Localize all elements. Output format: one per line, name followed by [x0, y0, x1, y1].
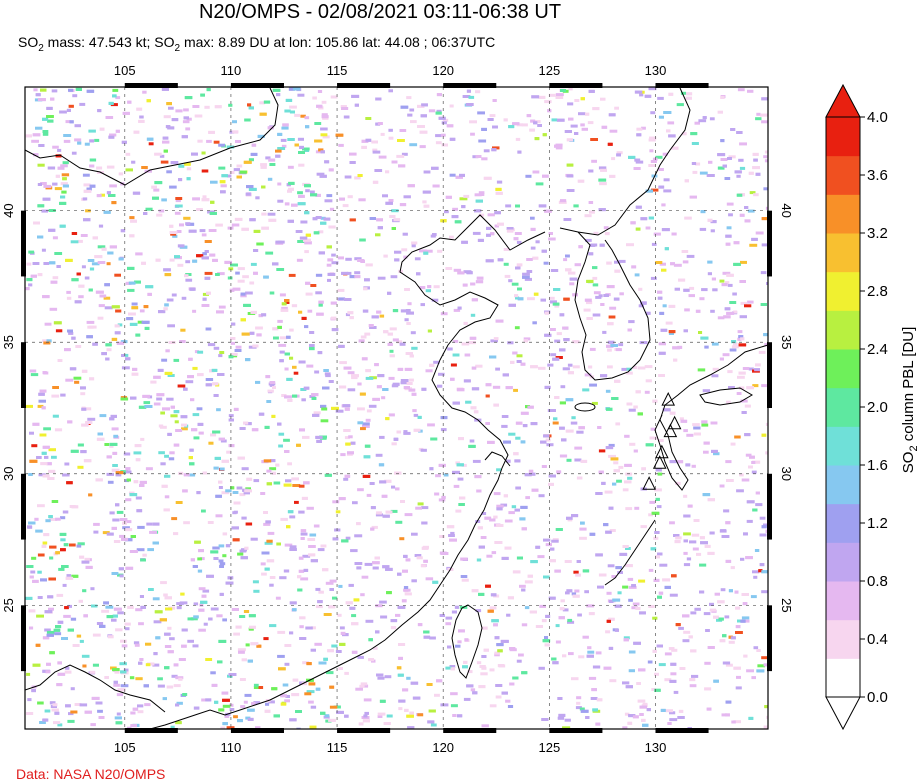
frame-bar-top: [124, 83, 178, 88]
coast-shikoku: [699, 387, 753, 406]
lon-tick-label-bottom: 120: [432, 740, 454, 755]
colorbar-title: SO2 column PBL [DU]: [900, 327, 920, 473]
coast-korea: [574, 231, 651, 381]
coastlines: [25, 87, 768, 729]
coast-japan: [654, 344, 768, 491]
frame-bar-left: [21, 342, 26, 408]
lat-tick-label-right: 40: [779, 203, 794, 217]
colorbar-segment: [826, 233, 860, 273]
volcano-icon: [661, 391, 676, 406]
border-north: [25, 87, 279, 186]
colorbar-tick-label: 3.2: [867, 225, 888, 242]
ryukyu-islands: [604, 519, 656, 586]
frame-bar-left: [21, 210, 26, 277]
lon-tick-label-top: 130: [645, 63, 667, 78]
colorbar-segment: [826, 349, 860, 389]
frame-bar-right: [767, 210, 772, 277]
lon-tick-label-bottom: 115: [327, 740, 348, 755]
volcano-icon: [652, 455, 667, 469]
colorbar-segment: [826, 465, 860, 505]
colorbar-tick-label: 2.0: [867, 399, 888, 416]
lon-tick-label-bottom: 110: [221, 740, 242, 755]
colorbar-segment: [826, 542, 860, 582]
lon-tick-label-top: 120: [432, 63, 454, 78]
colorbar-bottom-arrow: [825, 696, 861, 731]
frame-bar-right: [767, 342, 772, 408]
lat-tick-label-right: 30: [779, 467, 794, 481]
frame-bar-left: [21, 605, 26, 672]
frame-bar-bottom: [549, 728, 603, 733]
page-title: N20/OMPS - 02/08/2021 03:11-06:38 UT: [198, 1, 562, 23]
colorbar-segment: [826, 658, 860, 698]
volcano-icon: [655, 444, 669, 459]
graticule: [25, 87, 768, 729]
volcano-icon: [667, 415, 682, 430]
lat-tick-label-left: 40: [1, 203, 16, 217]
frame-bar-top: [230, 83, 284, 88]
lat-tick-label-left: 30: [1, 467, 16, 481]
coast-taiwan: [451, 604, 483, 679]
lon-tick-label-top: 110: [221, 63, 242, 78]
subtitle: SO2 mass: 47.543 kt; SO2 max: 8.89 DU at…: [18, 34, 496, 54]
colorbar-segment: [826, 581, 860, 621]
frame-bar-right: [767, 473, 772, 540]
colorbar-tick-label: 1.6: [867, 457, 888, 474]
colorbar-segment: [826, 387, 860, 427]
frame-bar-bottom: [124, 728, 178, 733]
colorbar-tick-label: 4.0: [867, 109, 888, 126]
map-border: [24, 86, 769, 730]
lat-tick-label-right: 35: [779, 335, 794, 349]
lat-tick-label-left: 35: [1, 335, 16, 349]
lon-tick-label-top: 105: [114, 63, 136, 78]
coast-bohai: [149, 214, 546, 729]
colorbar-segment: [826, 426, 860, 466]
colorbar-segment: [826, 155, 860, 195]
frame-bar-top: [443, 83, 497, 88]
colorbar-segment: [826, 503, 860, 543]
frame-bar-top: [549, 83, 603, 88]
colorbar-tick-label: 0.8: [867, 573, 888, 590]
colorbar-tick-label: 2.8: [867, 283, 888, 300]
data-credit: Data: NASA N20/OMPS: [16, 766, 166, 782]
frame-bar-top: [655, 83, 709, 88]
coast-south: [25, 664, 166, 713]
volcano-icon: [642, 476, 656, 490]
colorbar-segment: [826, 619, 860, 659]
colorbar-top-arrow: [825, 83, 861, 118]
colorbar-segment: [826, 310, 860, 350]
border-northeast: [559, 87, 691, 236]
frame-bar-left: [21, 473, 26, 540]
colorbar-tick-label: 1.2: [867, 515, 888, 532]
so2-pixel-field: [25, 87, 768, 729]
lon-tick-label-bottom: 130: [645, 740, 667, 755]
frame-bar-bottom: [230, 728, 284, 733]
colorbar-tick-label: 0.4: [867, 631, 888, 648]
frame-bar-bottom: [337, 728, 391, 733]
frame-bar-bottom: [443, 728, 497, 733]
frame-bar-bottom: [655, 728, 709, 733]
map-frame: [21, 83, 772, 733]
colorbar-segment: [826, 194, 860, 234]
colorbar-segment: [826, 271, 860, 311]
lon-tick-label-bottom: 125: [538, 740, 560, 755]
lon-tick-label-bottom: 105: [114, 740, 136, 755]
map-panel: [25, 87, 768, 729]
volcano-markers: [642, 391, 682, 490]
colorbar: 4.0 3.6 3.2 2.8 2.4 2.0 1.6 1.2 0.8 0.4 0.0: [825, 83, 888, 731]
frame-bar-top: [337, 83, 391, 88]
colorbar-tick-label: 3.6: [867, 167, 888, 184]
colorbar-tick-label: 0.0: [867, 689, 888, 706]
colorbar-tick-label: 2.4: [867, 341, 888, 358]
volcano-icon: [663, 423, 678, 438]
lat-tick-label-right: 25: [779, 598, 794, 612]
lat-tick-label-left: 25: [1, 598, 16, 612]
lon-tick-label-top: 115: [327, 63, 348, 78]
coast-jeju: [574, 402, 596, 412]
frame-bar-right: [767, 605, 772, 672]
axis-tick-labels: 105 105 110 110 115 115 120 120 125 125 130 130 40 40…: [1, 63, 794, 755]
colorbar-segment: [826, 117, 860, 157]
lon-tick-label-top: 125: [538, 63, 560, 78]
coast-yangtze: [484, 451, 511, 467]
